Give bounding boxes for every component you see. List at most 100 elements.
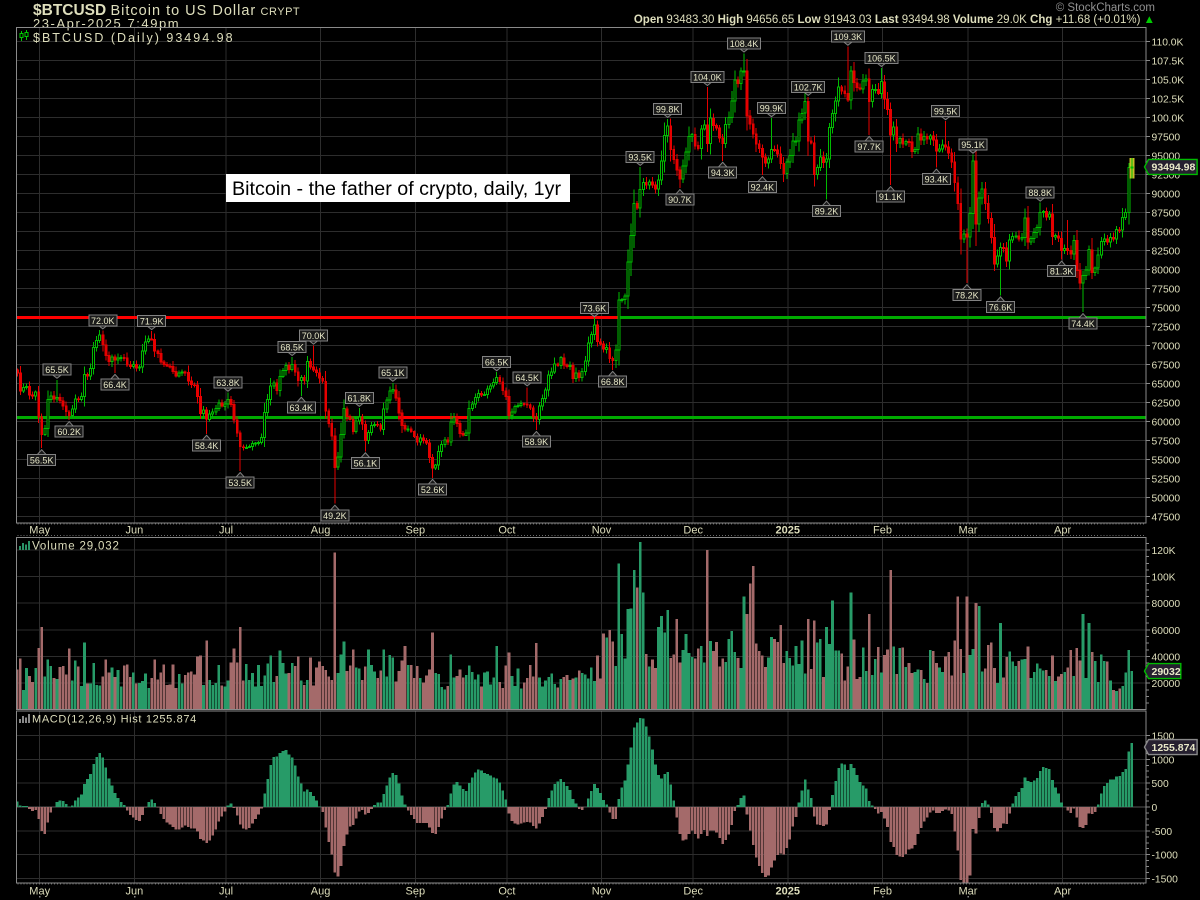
svg-text:89.2K: 89.2K — [815, 207, 839, 217]
svg-text:Aug: Aug — [311, 525, 331, 537]
svg-text:Jun: Jun — [126, 525, 144, 537]
svg-text:95000: 95000 — [1152, 151, 1181, 162]
svg-text:Volume 29,032: Volume 29,032 — [32, 541, 120, 553]
svg-text:Mar: Mar — [959, 886, 978, 898]
svg-text:85000: 85000 — [1152, 228, 1181, 239]
svg-text:Apr: Apr — [1054, 886, 1071, 898]
svg-text:63.8K: 63.8K — [216, 378, 240, 388]
svg-text:Aug: Aug — [311, 886, 331, 898]
svg-text:100.0K: 100.0K — [1152, 113, 1185, 124]
svg-text:70.0K: 70.0K — [302, 331, 326, 341]
svg-text:65.5K: 65.5K — [45, 365, 69, 375]
svg-text:20000: 20000 — [1152, 679, 1181, 690]
svg-text:Nov: Nov — [592, 525, 612, 537]
svg-text:87500: 87500 — [1152, 209, 1181, 220]
svg-text:109.3K: 109.3K — [834, 32, 863, 42]
svg-text:1000: 1000 — [1152, 755, 1175, 766]
svg-text:108.4K: 108.4K — [730, 39, 759, 49]
svg-text:64.5K: 64.5K — [515, 373, 539, 383]
svg-text:82500: 82500 — [1152, 247, 1181, 258]
svg-text:92500: 92500 — [1152, 171, 1181, 182]
svg-text:65000: 65000 — [1152, 380, 1181, 391]
svg-text:102.5K: 102.5K — [1152, 94, 1185, 105]
svg-text:Jul: Jul — [219, 886, 233, 898]
svg-text:72.0K: 72.0K — [91, 316, 115, 326]
svg-text:66.5K: 66.5K — [485, 358, 509, 368]
svg-text:56.5K: 56.5K — [30, 455, 54, 465]
svg-text:99.8K: 99.8K — [656, 104, 680, 114]
svg-text:72500: 72500 — [1152, 323, 1181, 334]
svg-text:78.2K: 78.2K — [955, 290, 979, 300]
svg-text:94.3K: 94.3K — [711, 168, 735, 178]
svg-text:Jun: Jun — [126, 886, 144, 898]
svg-text:67500: 67500 — [1152, 361, 1181, 372]
svg-text:1500: 1500 — [1152, 732, 1175, 743]
svg-text:58.9K: 58.9K — [525, 437, 549, 447]
svg-text:73.6K: 73.6K — [583, 304, 607, 314]
svg-text:106.5K: 106.5K — [867, 53, 896, 63]
svg-text:97.7K: 97.7K — [857, 142, 881, 152]
svg-text:40000: 40000 — [1152, 653, 1181, 664]
svg-text:47500: 47500 — [1152, 513, 1181, 524]
svg-text:-1500: -1500 — [1152, 875, 1179, 886]
svg-text:95.1K: 95.1K — [961, 140, 985, 150]
svg-text:0: 0 — [1152, 803, 1158, 814]
svg-text:88.8K: 88.8K — [1028, 188, 1052, 198]
svg-text:Dec: Dec — [683, 525, 703, 537]
svg-text:57500: 57500 — [1152, 437, 1181, 448]
svg-text:500: 500 — [1152, 779, 1169, 790]
svg-text:70000: 70000 — [1152, 342, 1181, 353]
svg-text:81.3K: 81.3K — [1050, 267, 1074, 277]
svg-text:110.0K: 110.0K — [1152, 37, 1184, 48]
svg-text:93494.98: 93494.98 — [1152, 162, 1196, 174]
svg-text:$BTCUSD (Daily) 93494.98: $BTCUSD (Daily) 93494.98 — [33, 31, 235, 45]
svg-text:107.5K: 107.5K — [1152, 56, 1185, 67]
svg-text:99.5K: 99.5K — [934, 107, 958, 117]
svg-text:53.5K: 53.5K — [228, 478, 252, 488]
svg-text:Feb: Feb — [873, 886, 892, 898]
svg-text:65.1K: 65.1K — [381, 368, 405, 378]
svg-text:2025: 2025 — [776, 525, 800, 537]
svg-text:58.4K: 58.4K — [195, 441, 219, 451]
svg-text:92.4K: 92.4K — [751, 182, 775, 192]
svg-text:52.6K: 52.6K — [421, 485, 445, 495]
svg-text:66.4K: 66.4K — [103, 380, 127, 390]
svg-text:Oct: Oct — [498, 886, 515, 898]
svg-text:52500: 52500 — [1152, 475, 1181, 486]
svg-text:Apr: Apr — [1054, 525, 1071, 537]
svg-text:90.7K: 90.7K — [668, 195, 692, 205]
svg-text:-500: -500 — [1152, 827, 1173, 838]
svg-text:100K: 100K — [1152, 573, 1176, 584]
svg-text:80000: 80000 — [1152, 599, 1181, 610]
svg-text:62500: 62500 — [1152, 399, 1181, 410]
svg-text:76.6K: 76.6K — [989, 303, 1013, 313]
svg-text:29032: 29032 — [1152, 666, 1181, 678]
svg-text:MACD(12,26,9) Hist 1255.874: MACD(12,26,9) Hist 1255.874 — [32, 714, 197, 726]
svg-text:49.2K: 49.2K — [323, 511, 347, 521]
svg-text:May: May — [29, 886, 50, 898]
svg-text:71.9K: 71.9K — [140, 317, 164, 327]
svg-text:102.7K: 102.7K — [794, 82, 823, 92]
svg-text:Sep: Sep — [406, 886, 426, 898]
svg-text:56.1K: 56.1K — [354, 458, 378, 468]
svg-text:60.2K: 60.2K — [57, 427, 81, 437]
svg-text:-1000: -1000 — [1152, 851, 1179, 862]
svg-text:105.0K: 105.0K — [1152, 75, 1185, 86]
svg-text:90000: 90000 — [1152, 190, 1181, 201]
svg-text:Dec: Dec — [683, 886, 703, 898]
svg-text:97500: 97500 — [1152, 132, 1181, 143]
svg-text:Oct: Oct — [498, 525, 515, 537]
svg-text:93.4K: 93.4K — [925, 175, 949, 185]
svg-text:55000: 55000 — [1152, 456, 1181, 467]
svg-text:60000: 60000 — [1152, 626, 1181, 637]
svg-text:2025: 2025 — [776, 886, 800, 898]
svg-text:Mar: Mar — [959, 525, 978, 537]
svg-text:Feb: Feb — [873, 525, 892, 537]
svg-text:61.8K: 61.8K — [348, 393, 372, 403]
svg-text:80000: 80000 — [1152, 266, 1181, 277]
svg-text:Sep: Sep — [406, 525, 426, 537]
svg-text:68.5K: 68.5K — [280, 342, 304, 352]
svg-text:74.4K: 74.4K — [1071, 319, 1095, 329]
svg-text:1255.874: 1255.874 — [1152, 742, 1196, 754]
svg-text:63.4K: 63.4K — [290, 403, 314, 413]
